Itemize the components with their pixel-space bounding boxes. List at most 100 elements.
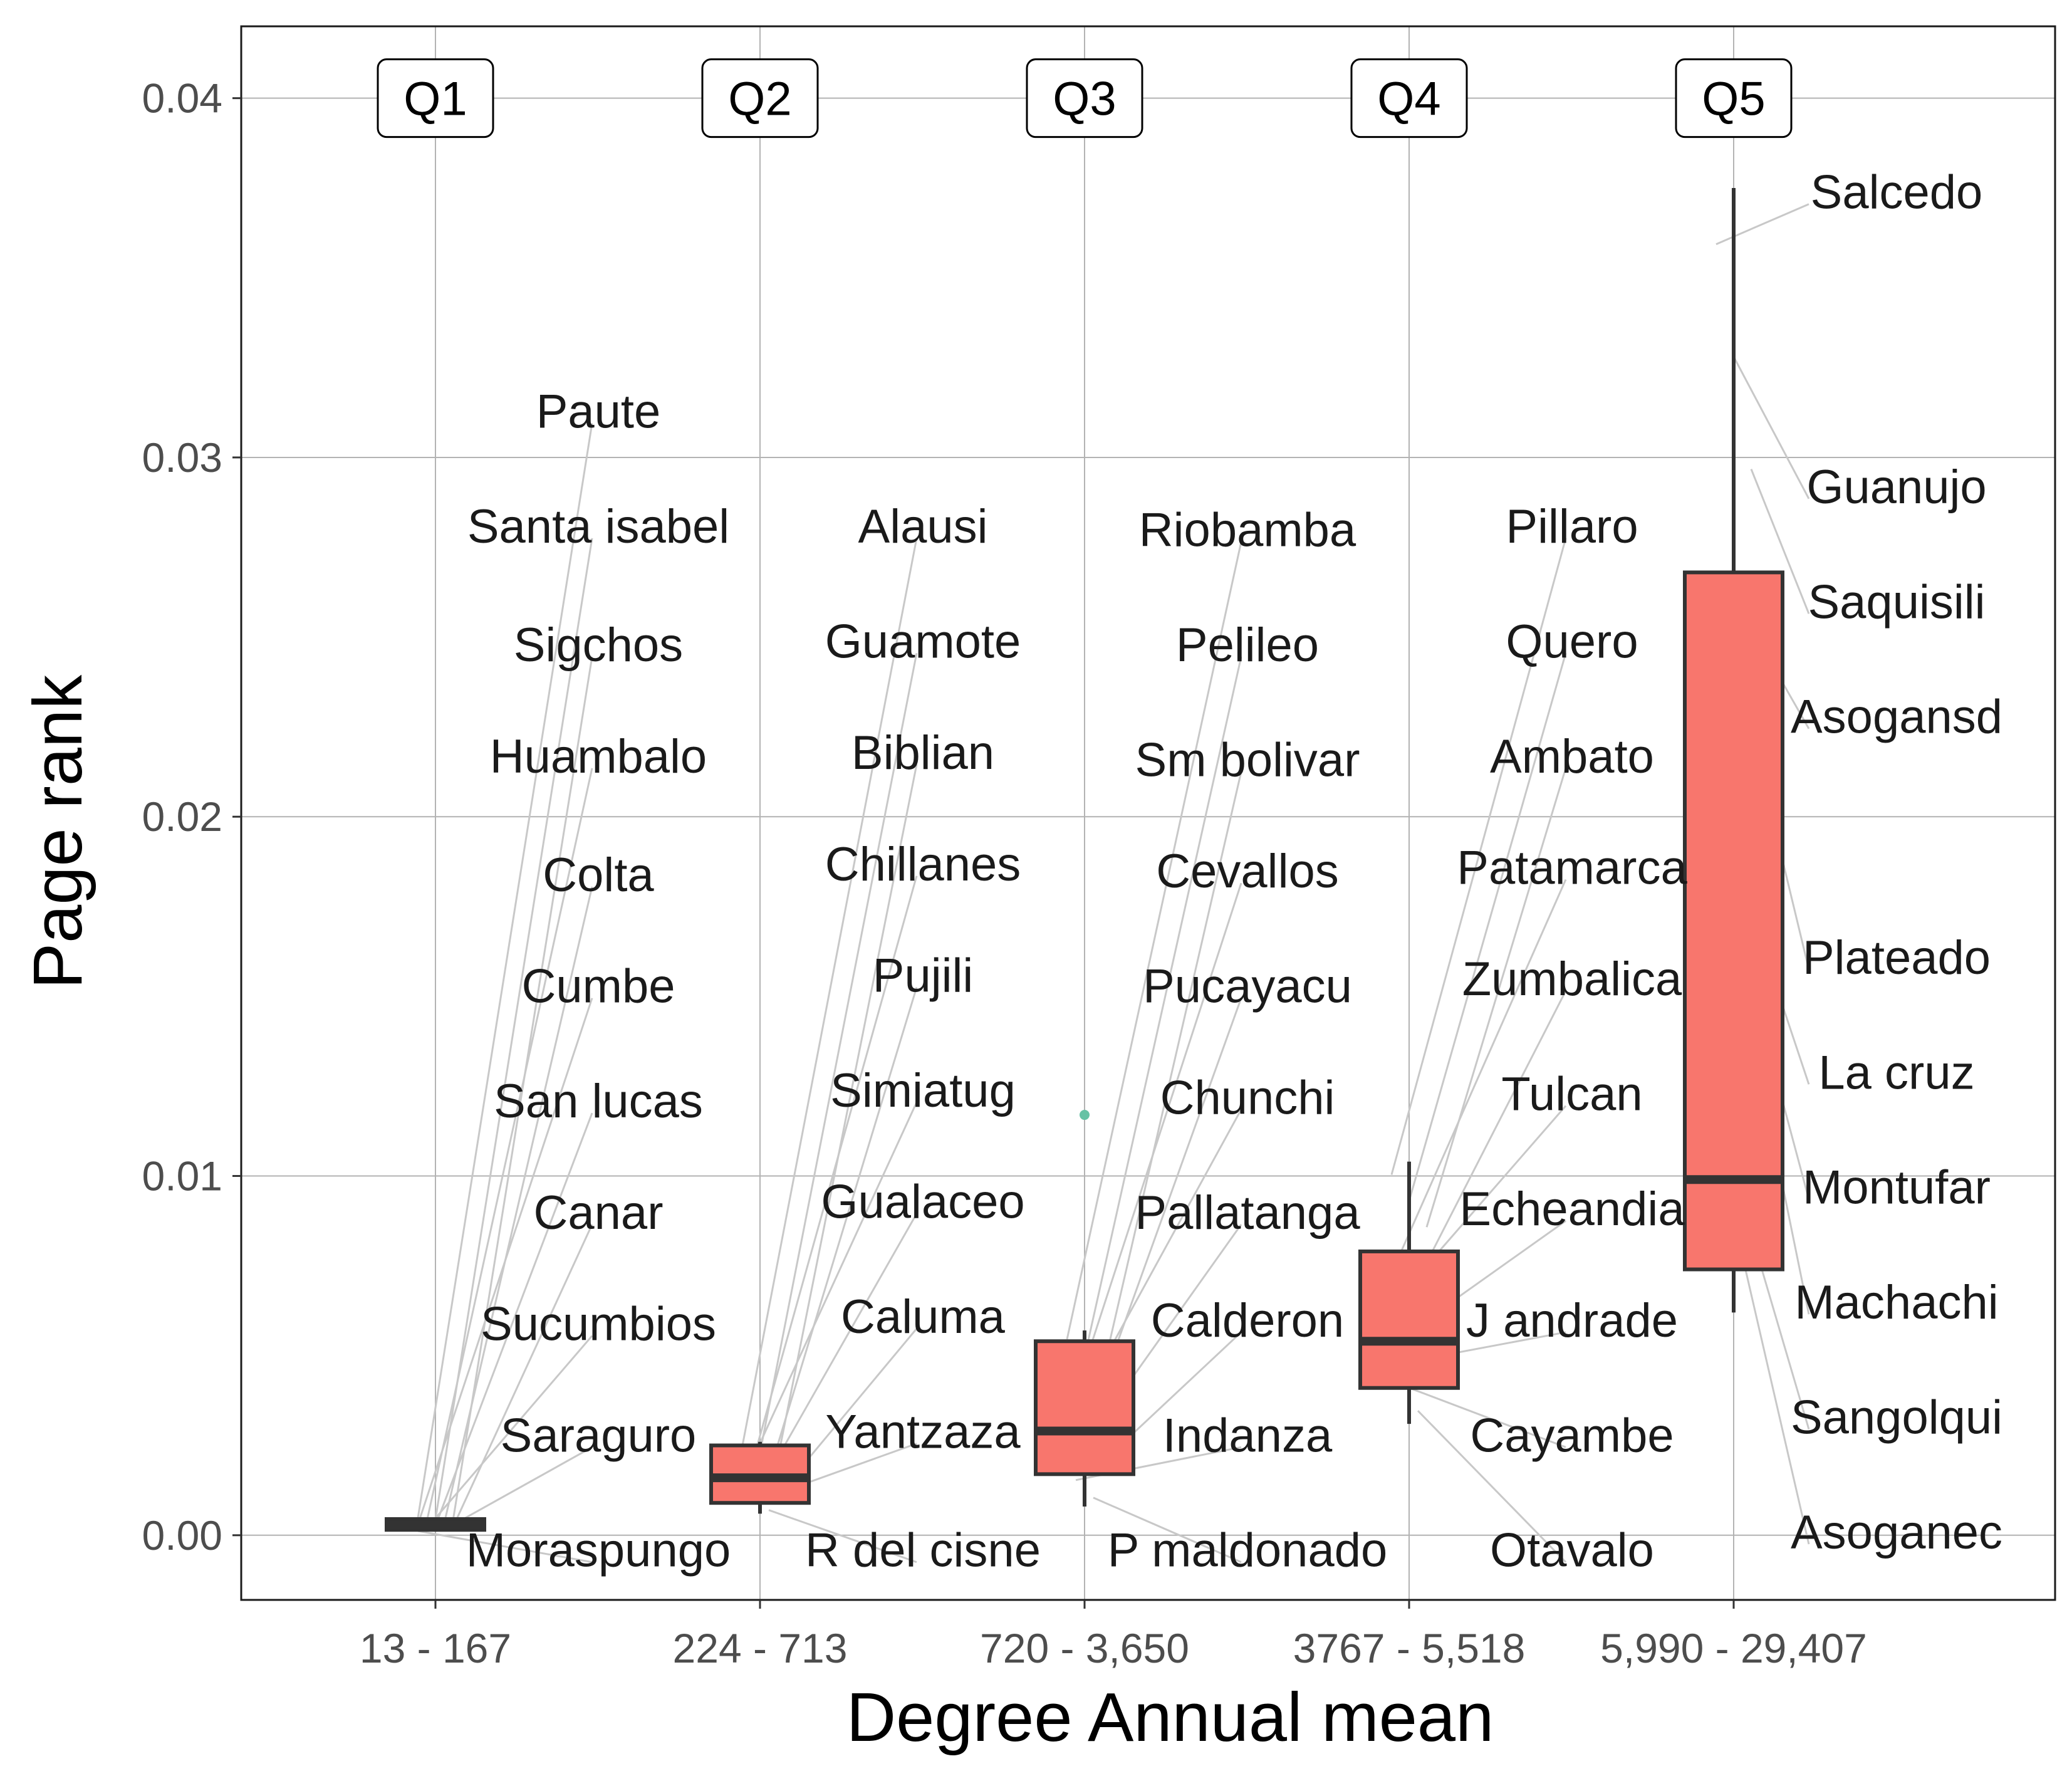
point-label: Asoganec [1791,1506,2002,1559]
x-axis-title: Degree Annual mean [846,1679,1494,1756]
point-label: Pillaro [1506,500,1638,553]
point-label: Sangolqui [1791,1391,2002,1444]
point-label: Sucumbios [481,1298,716,1351]
point-label: Montufar [1803,1161,1991,1214]
quintile-badge [1675,58,1793,138]
point-label: Guanujo [1806,461,1986,514]
y-tick-label: 0.00 [142,1512,222,1559]
leader-line [1066,541,1242,1340]
leader-line [1408,652,1567,1201]
point-label: Chillanes [825,838,1021,891]
point-label: Colta [543,849,654,902]
plot-panel-border [240,25,2056,1601]
point-label: Santa isabel [467,500,729,553]
leader-line [759,653,918,1453]
leader-line [417,423,593,1518]
quintile-label: Q1 [403,73,467,126]
point-label: Pallatanga [1135,1186,1360,1240]
leader-line [1400,1383,1566,1448]
point-label: Chunchi [1160,1071,1335,1124]
y-axis-ticks: 0.00 0.01 0.02 0.03 0.04 [142,75,241,1559]
box-body [1358,1249,1460,1390]
leader-line [444,1446,593,1531]
leader-line [1390,538,1567,1175]
box-body [1034,1339,1135,1476]
y-tick-label: 0.01 [142,1153,222,1199]
leader-line [425,1335,593,1529]
leader-line [1417,990,1567,1280]
leader-line [1399,879,1567,1254]
point-labels-layer: Paute Santa isabel Sigchos Huambalo Colta Cum… [466,166,2002,1577]
leader-line [776,764,918,1460]
quintile-badge [377,58,494,138]
y-tick-label: 0.03 [142,434,222,481]
leader-line [417,1530,593,1564]
point-label: Pujili [873,949,974,1002]
point-label: Biblian [851,726,994,780]
point-label: Asogansd [1791,691,2002,744]
point-label: Sm bolivar [1135,734,1360,787]
point-label: Machachi [1794,1276,1998,1329]
leader-line [1101,771,1242,1375]
leader-line [1075,882,1242,1392]
point-label: Plateado [1803,931,1991,985]
point-label: Sigchos [514,619,683,672]
leader-line [1083,656,1242,1357]
quintile-labels-layer: Q1 Q2 Q3 Q4 Q5 [377,58,1793,138]
quintile-badge [1026,58,1143,138]
box-body [1683,570,1784,1272]
point-label: Pucayacu [1143,960,1352,1013]
point-label: Calderon [1151,1294,1344,1347]
point-label: Salcedo [1811,166,1983,219]
point-label: Moraspungo [466,1524,731,1577]
point-label: Guamote [825,615,1021,668]
leader-line [741,538,918,1446]
leader-line [741,1102,918,1482]
y-tick-label: 0.02 [142,793,222,840]
quintile-label: Q5 [1702,73,1765,126]
point-label: P maldonado [1108,1524,1388,1577]
point-label: R del cisne [805,1524,1041,1577]
point-label: Ambato [1490,730,1654,783]
point-label: Cevallos [1156,845,1338,898]
x-tick-label: 720 - 3,650 [980,1625,1189,1671]
point-label: Pelileo [1176,619,1319,672]
point-label: Huambalo [490,730,707,783]
quintile-badge [701,58,819,138]
x-tick-label: 13 - 167 [360,1625,511,1671]
leader-line [1741,1256,1810,1545]
leader-line [768,987,918,1475]
point-label: Tulcan [1501,1068,1642,1121]
leader-line [1750,469,1810,614]
leader-line [1715,203,1809,246]
y-tick-label: 0.04 [142,75,222,122]
point-label: La cruz [1818,1046,1974,1099]
quintile-label: Q2 [728,73,791,126]
point-label: Zumbalica [1462,953,1682,1006]
leader-line [768,1509,917,1564]
x-axis-ticks: 13 - 167 224 - 713 720 - 3,650 3767 - 5,518… [360,1600,1867,1671]
point-label: Otavalo [1490,1524,1654,1577]
leader-line [452,1224,593,1528]
point-label: Riobamba [1139,504,1356,557]
point-label: Quero [1506,615,1638,668]
leader-line [759,1213,918,1490]
point-label: Caluma [841,1290,1006,1344]
point-label: Canar [534,1186,664,1240]
leader-line [1417,1410,1567,1563]
point-label: Paute [536,385,661,438]
point-label: Alausi [858,500,988,553]
leader-line [417,998,593,1525]
point-label: Saquisili [1808,575,1985,629]
x-tick-label: 224 - 713 [673,1625,848,1671]
point-label: Patamarca [1457,841,1687,894]
point-label: J andrade [1466,1294,1678,1347]
quintile-badge [1350,58,1468,138]
box-outlier-point [1080,1110,1090,1120]
point-label: Saraguro [501,1409,697,1462]
point-label: Simiatug [830,1064,1016,1117]
leader-line [750,875,918,1468]
point-label: Cumbe [522,960,675,1013]
x-tick-label: 5,990 - 29,407 [1600,1625,1867,1671]
